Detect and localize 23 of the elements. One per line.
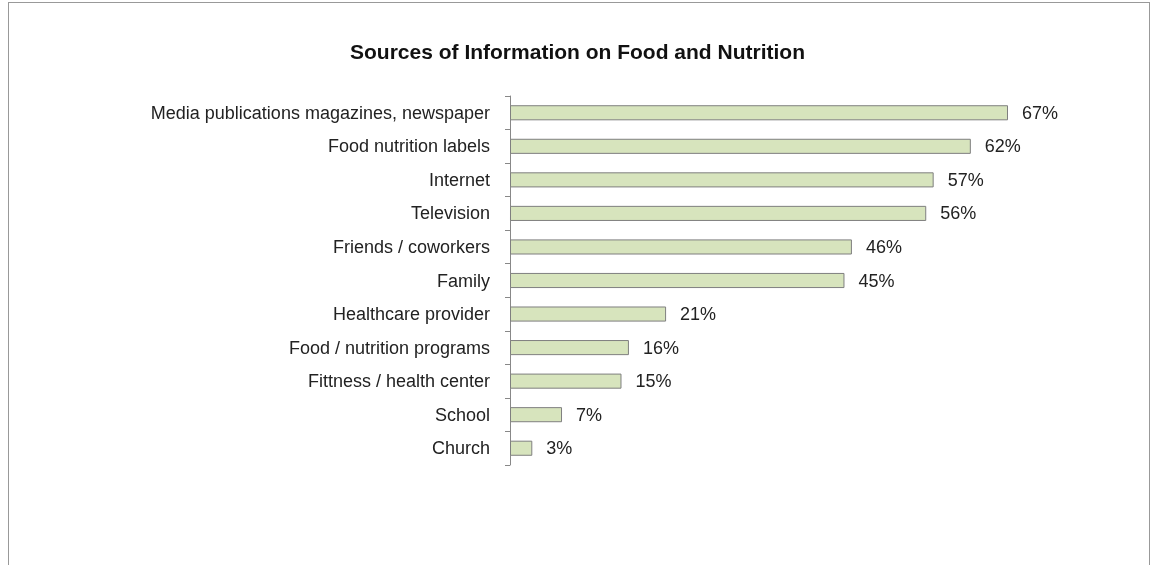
data-label: 15% xyxy=(635,371,672,392)
data-label: 57% xyxy=(947,169,984,190)
data-label: 46% xyxy=(865,236,902,257)
y-tick-label: Fittness / health center xyxy=(307,371,490,392)
data-label: 21% xyxy=(680,304,717,325)
chart-title: Sources of Information on Food and Nutrition xyxy=(350,40,805,63)
y-tick-label: Church xyxy=(431,438,490,459)
data-label: 56% xyxy=(940,203,977,224)
data-label: 3% xyxy=(546,438,573,459)
data-label: 62% xyxy=(984,136,1021,157)
y-tick-label: School xyxy=(434,404,490,425)
y-tick-label: Television xyxy=(410,203,490,224)
y-tick-label: Food nutrition labels xyxy=(327,136,490,157)
y-tick-label: Family xyxy=(437,270,490,291)
y-tick-label: Friends / coworkers xyxy=(332,236,490,257)
data-label: 7% xyxy=(576,404,603,425)
data-label: 67% xyxy=(1022,102,1059,123)
data-label: 16% xyxy=(642,337,679,358)
y-tick-label: Media publications magazines, newspaper xyxy=(150,102,490,123)
y-tick-label: Internet xyxy=(428,169,490,190)
y-tick-label: Healthcare provider xyxy=(332,304,491,325)
y-tick-label: Food / nutrition programs xyxy=(288,337,490,358)
data-label: 45% xyxy=(858,270,895,291)
